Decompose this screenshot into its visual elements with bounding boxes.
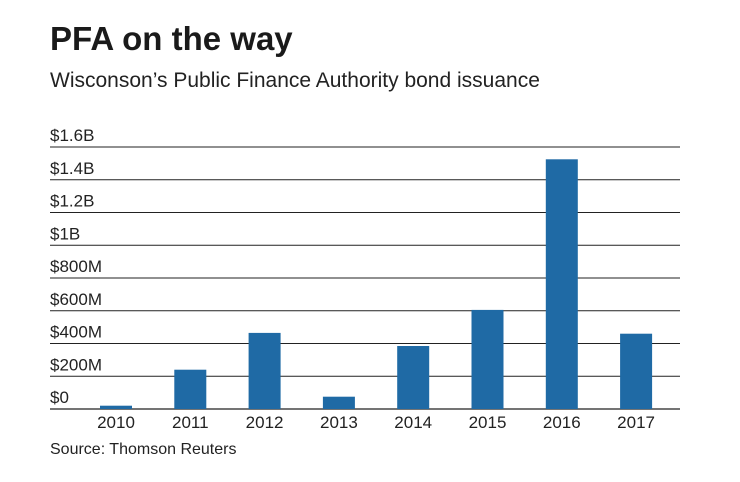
x-tick-label: 2014 bbox=[394, 413, 432, 432]
bar-2012 bbox=[248, 332, 281, 409]
x-tick-label: 2015 bbox=[469, 413, 507, 432]
bar-2011 bbox=[174, 369, 207, 409]
chart-title: PFA on the way bbox=[50, 20, 293, 57]
bars bbox=[100, 159, 653, 409]
bar-2017 bbox=[620, 333, 653, 409]
x-tick-label: 2012 bbox=[246, 413, 284, 432]
chart-subtitle: Wisconson’s Public Finance Authority bon… bbox=[50, 69, 540, 92]
bar-2013 bbox=[322, 396, 355, 409]
bar-2016 bbox=[545, 159, 578, 409]
y-tick-label: $1B bbox=[50, 224, 80, 243]
x-tick-label: 2017 bbox=[617, 413, 655, 432]
x-tick-label: 2016 bbox=[543, 413, 581, 432]
bar-2014 bbox=[397, 346, 430, 409]
x-tick-label: 2013 bbox=[320, 413, 358, 432]
source-note: Source: Thomson Reuters bbox=[50, 441, 237, 458]
y-tick-label: $400M bbox=[50, 323, 102, 342]
y-tick-label: $1.6B bbox=[50, 126, 94, 145]
y-axis-labels: $0 $200M $400M $600M $800M $1B $1.2B $1.4B $1.6B bbox=[50, 126, 102, 407]
y-tick-label: $200M bbox=[50, 355, 102, 374]
y-tick-label: $0 bbox=[50, 388, 69, 407]
bar-2010 bbox=[100, 405, 132, 409]
y-tick-label: $600M bbox=[50, 290, 102, 309]
x-axis-labels: 2010 2011 2012 2013 2014 2015 2016 2017 bbox=[97, 413, 655, 432]
y-tick-label: $1.4B bbox=[50, 159, 94, 178]
x-tick-label: 2011 bbox=[172, 413, 209, 432]
y-tick-label: $1.2B bbox=[50, 192, 94, 211]
bar-2015 bbox=[471, 309, 504, 409]
gridlines bbox=[50, 146, 680, 410]
bar-chart: $0 $200M $400M $600M $800M $1B $1.2B $1.4B $1.6B… bbox=[50, 126, 680, 432]
y-tick-label: $800M bbox=[50, 257, 102, 276]
x-tick-label: 2010 bbox=[97, 413, 135, 432]
